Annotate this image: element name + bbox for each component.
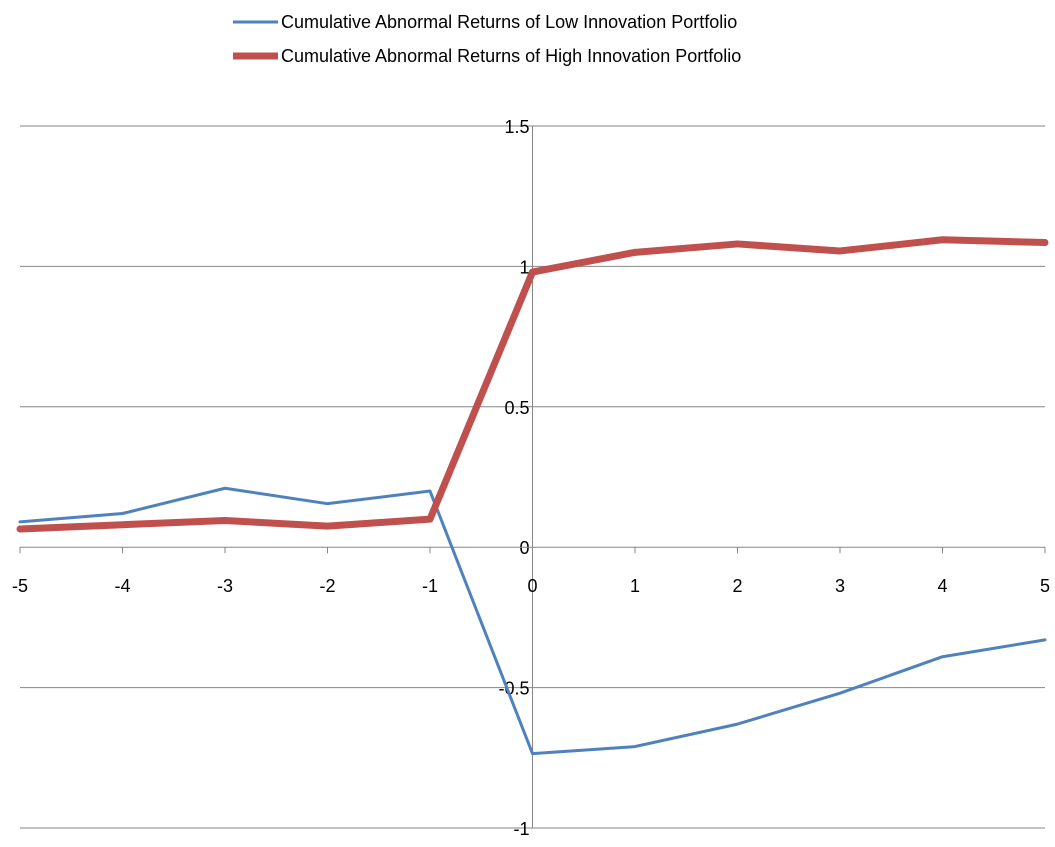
y-tick-label: 1	[519, 257, 529, 277]
legend: Cumulative Abnormal Returns of Low Innov…	[233, 12, 741, 66]
x-tick-label: -1	[422, 576, 438, 596]
y-tick-label: 0	[519, 538, 529, 558]
legend-label-0: Cumulative Abnormal Returns of Low Innov…	[281, 12, 737, 32]
series-lines	[16, 236, 1049, 756]
x-tick-label: 5	[1040, 576, 1050, 596]
y-tick-label: -1	[513, 819, 529, 839]
legend-label-1: Cumulative Abnormal Returns of High Inno…	[281, 46, 741, 66]
x-tick-label: 4	[937, 576, 947, 596]
axes: 1.510.50-0.5-1-5 -4 -3 -2 -1 0 1 2 3 4 5	[12, 117, 1050, 839]
series-line-0	[18, 486, 1047, 756]
series-line-1	[16, 236, 1049, 533]
x-tick-label: -2	[319, 576, 335, 596]
x-tick-label: -4	[114, 576, 130, 596]
y-tick-label: 1.5	[504, 117, 529, 137]
x-tick-label: 0	[527, 576, 537, 596]
y-tick-label: 0.5	[504, 398, 529, 418]
x-tick-label: 1	[630, 576, 640, 596]
x-tick-label: 3	[835, 576, 845, 596]
x-tick-label: -5	[12, 576, 28, 596]
x-tick-label: -3	[217, 576, 233, 596]
x-tick-label: 2	[732, 576, 742, 596]
